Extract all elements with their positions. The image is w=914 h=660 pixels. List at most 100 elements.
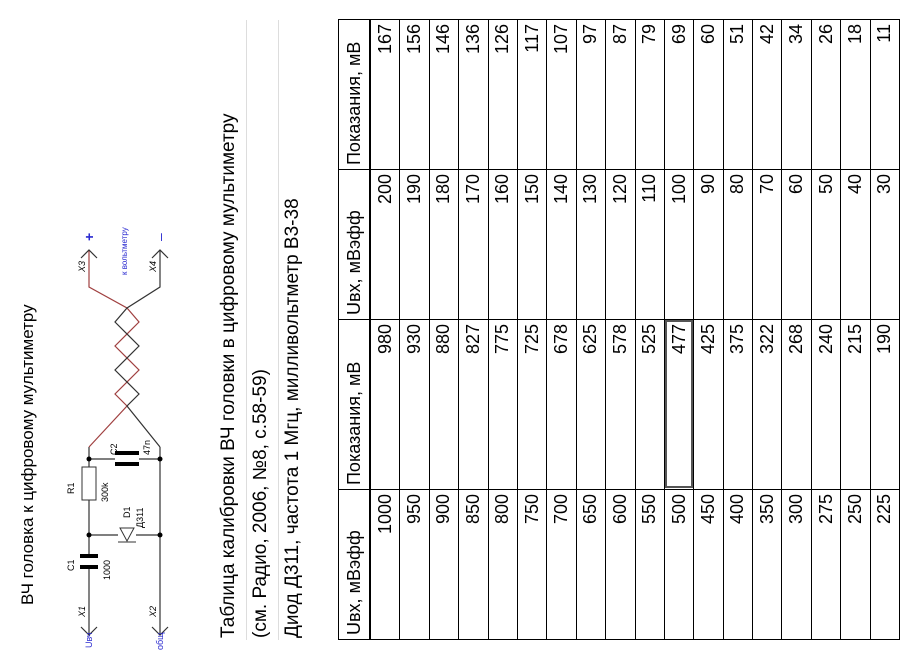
input-voltage-cell[interactable]: 40 <box>840 169 871 320</box>
reading-cell[interactable]: 42 <box>752 19 782 170</box>
reading-cell[interactable]: 18 <box>840 19 871 170</box>
reading-cell[interactable]: 69 <box>664 19 694 170</box>
input-voltage-cell[interactable]: 900 <box>429 489 459 640</box>
reading-cell[interactable]: 880 <box>429 319 459 490</box>
input-voltage-cell[interactable]: 550 <box>635 489 665 640</box>
input-voltage-cell[interactable]: 600 <box>605 489 636 640</box>
reading-cell[interactable]: 930 <box>399 319 430 490</box>
reading-cell[interactable]: 268 <box>781 319 812 490</box>
input-voltage-cell[interactable]: 300 <box>781 489 812 640</box>
reading-cell[interactable]: 97 <box>576 19 606 170</box>
header-reading: Показания, мВ <box>338 19 370 170</box>
reading-cell[interactable]: 107 <box>546 19 577 170</box>
table-row: 750 725 150 117 <box>517 19 547 640</box>
table-row: 1000 980 200 167 <box>370 19 400 640</box>
input-voltage-cell[interactable]: 275 <box>811 489 841 640</box>
input-voltage-cell[interactable]: 190 <box>399 169 430 320</box>
input-voltage-cell[interactable]: 950 <box>399 489 430 640</box>
reading-cell[interactable]: 375 <box>723 319 753 490</box>
reading-cell[interactable]: 79 <box>635 19 665 170</box>
input-voltage-cell[interactable]: 180 <box>429 169 459 320</box>
reading-cell[interactable]: 827 <box>458 319 489 490</box>
input-voltage-cell[interactable]: 130 <box>576 169 606 320</box>
table-row: 550 525 110 79 <box>635 19 665 640</box>
reading-cell[interactable]: 51 <box>723 19 753 170</box>
reading-cell[interactable]: 136 <box>458 19 489 170</box>
reading-cell[interactable]: 525 <box>635 319 665 490</box>
x4-label: X4 <box>148 261 158 273</box>
table-row: 650 625 130 97 <box>576 19 606 640</box>
capacitor-c1-icon <box>80 554 98 558</box>
input-voltage-cell[interactable]: 70 <box>752 169 782 320</box>
reading-cell[interactable]: 34 <box>781 19 812 170</box>
c2-label: C2 <box>109 443 119 455</box>
input-voltage-cell[interactable]: 800 <box>488 489 518 640</box>
input-voltage-cell[interactable]: 150 <box>517 169 547 320</box>
reading-cell[interactable]: 26 <box>811 19 841 170</box>
reading-cell[interactable]: 678 <box>546 319 577 490</box>
reading-cell[interactable]: 578 <box>605 319 636 490</box>
reading-cell[interactable]: 625 <box>576 319 606 490</box>
input-voltage-cell[interactable]: 450 <box>693 489 724 640</box>
r1-value: 300k <box>100 482 110 502</box>
reading-cell[interactable]: 190 <box>870 319 900 490</box>
table-row: 600 578 120 87 <box>605 19 636 640</box>
input-voltage-cell[interactable]: 90 <box>693 169 724 320</box>
x2-label: X2 <box>148 606 158 618</box>
input-voltage-cell[interactable]: 100 <box>664 169 694 320</box>
input-voltage-cell[interactable]: 250 <box>840 489 871 640</box>
x3-label: X3 <box>77 261 87 273</box>
input-voltage-cell[interactable]: 140 <box>546 169 577 320</box>
reading-cell[interactable]: 167 <box>370 19 400 170</box>
reading-cell[interactable]: 146 <box>429 19 459 170</box>
reading-cell[interactable]: 322 <box>752 319 782 490</box>
reading-cell[interactable]: 240 <box>811 319 841 490</box>
input-voltage-cell[interactable]: 60 <box>781 169 812 320</box>
input-voltage-cell[interactable]: 160 <box>488 169 518 320</box>
page-caption: ВЧ головка к цифровому мультиметру <box>18 304 37 605</box>
input-voltage-cell[interactable]: 750 <box>517 489 547 640</box>
table-row: 250 215 40 18 <box>840 19 871 640</box>
reading-cell[interactable]: 87 <box>605 19 636 170</box>
reading-cell[interactable]: 477 <box>664 319 694 490</box>
input-voltage-cell[interactable]: 350 <box>752 489 782 640</box>
reading-cell[interactable]: 215 <box>840 319 871 490</box>
reading-cell[interactable]: 11 <box>870 19 900 170</box>
input-voltage-cell[interactable]: 700 <box>546 489 577 640</box>
input-voltage-cell[interactable]: 850 <box>458 489 489 640</box>
d1-value: Д311 <box>135 508 145 528</box>
table-row: 275 240 50 26 <box>811 19 841 640</box>
reading-cell[interactable]: 775 <box>488 319 518 490</box>
input-voltage-cell[interactable]: 200 <box>370 169 400 320</box>
input-voltage-cell[interactable]: 50 <box>811 169 841 320</box>
table-row: 350 322 70 42 <box>752 19 782 640</box>
input-label: Uвч <box>84 632 94 648</box>
table-row: 900 880 180 146 <box>429 19 459 640</box>
input-voltage-cell[interactable]: 110 <box>635 169 665 320</box>
reading-cell[interactable]: 156 <box>399 19 430 170</box>
input-voltage-cell[interactable]: 1000 <box>370 489 400 640</box>
capacitor-c2-icon <box>115 451 139 455</box>
reading-cell[interactable]: 60 <box>693 19 724 170</box>
reading-cell[interactable]: 117 <box>517 19 547 170</box>
input-voltage-cell[interactable]: 30 <box>870 169 900 320</box>
reading-cell[interactable]: 425 <box>693 319 724 490</box>
to-voltmeter-label: к вольтметру <box>120 227 129 275</box>
common-label: общ <box>155 632 165 650</box>
input-voltage-cell[interactable]: 650 <box>576 489 606 640</box>
input-voltage-cell[interactable]: 225 <box>870 489 900 640</box>
input-voltage-cell[interactable]: 120 <box>605 169 636 320</box>
table-row: 500 477 100 69 <box>664 19 694 640</box>
input-voltage-cell[interactable]: 500 <box>664 489 694 640</box>
input-voltage-cell[interactable]: 80 <box>723 169 753 320</box>
reading-cell[interactable]: 725 <box>517 319 547 490</box>
twisted-wire-minus <box>114 250 161 448</box>
table-row: 850 827 170 136 <box>458 19 489 640</box>
input-voltage-cell[interactable]: 170 <box>458 169 489 320</box>
reading-cell[interactable]: 980 <box>370 319 400 490</box>
input-voltage-cell[interactable]: 400 <box>723 489 753 640</box>
r1-label: R1 <box>66 482 76 494</box>
reading-cell[interactable]: 126 <box>488 19 518 170</box>
